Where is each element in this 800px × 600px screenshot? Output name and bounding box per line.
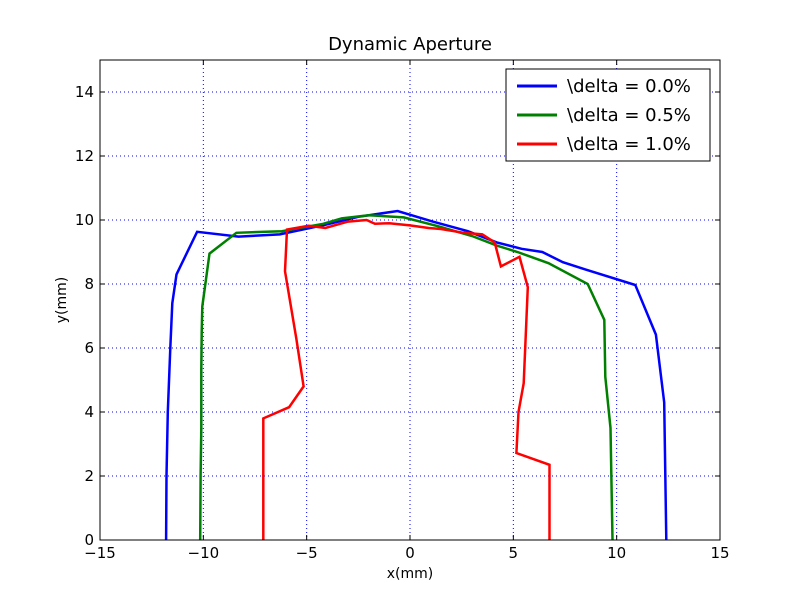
x-tick-label: −15 [84, 544, 116, 562]
y-tick-label: 8 [84, 275, 94, 293]
y-tick-label: 4 [84, 403, 94, 421]
legend: \delta = 0.0% \delta = 0.5% \delta = 1.0% [505, 68, 711, 162]
y-tick-label: 14 [75, 83, 94, 101]
legend-label-2: \delta = 1.0% [567, 134, 691, 155]
chart-title: Dynamic Aperture [328, 34, 492, 55]
y-tick-label: 6 [84, 339, 94, 357]
series-line-1 [198, 213, 614, 541]
x-tick-label: −5 [296, 544, 318, 562]
series-line-2 [262, 218, 551, 540]
x-tick-label: 10 [607, 544, 626, 562]
y-tick-label: 0 [84, 531, 94, 549]
series-line-0 [164, 209, 668, 541]
y-tick-label: 12 [75, 147, 94, 165]
series-lines [164, 209, 668, 541]
y-tick-label: 2 [84, 467, 94, 485]
x-tick-label: 15 [710, 544, 729, 562]
x-axis-label: x(mm) [387, 566, 433, 582]
y-axis-label: y(mm) [54, 277, 70, 323]
x-tick-label: 5 [509, 544, 519, 562]
axis-ticks: −15 −10 −5 0 5 10 15 0 2 4 6 8 10 12 14 [75, 60, 730, 562]
y-tick-label: 10 [75, 211, 94, 229]
legend-label-0: \delta = 0.0% [567, 76, 691, 97]
x-tick-label: −10 [188, 544, 220, 562]
legend-label-1: \delta = 0.5% [567, 105, 691, 126]
x-tick-label: 0 [405, 544, 415, 562]
